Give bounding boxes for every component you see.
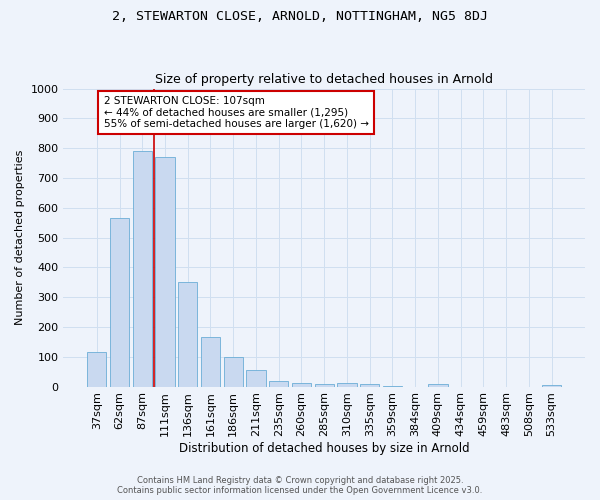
Text: 2 STEWARTON CLOSE: 107sqm
← 44% of detached houses are smaller (1,295)
55% of se: 2 STEWARTON CLOSE: 107sqm ← 44% of detac… <box>104 96 368 129</box>
Y-axis label: Number of detached properties: Number of detached properties <box>15 150 25 326</box>
Bar <box>314 384 334 386</box>
Text: Contains HM Land Registry data © Crown copyright and database right 2025.
Contai: Contains HM Land Registry data © Crown c… <box>118 476 482 495</box>
Text: 2, STEWARTON CLOSE, ARNOLD, NOTTINGHAM, NG5 8DJ: 2, STEWARTON CLOSE, ARNOLD, NOTTINGHAM, … <box>112 10 488 23</box>
Bar <box>360 384 379 386</box>
Bar <box>292 382 311 386</box>
Bar <box>133 151 152 386</box>
Bar <box>542 385 561 386</box>
Bar <box>247 370 266 386</box>
Bar <box>428 384 448 386</box>
Bar <box>337 384 356 386</box>
Bar <box>224 357 243 386</box>
Bar <box>110 218 129 386</box>
Bar <box>178 282 197 387</box>
Title: Size of property relative to detached houses in Arnold: Size of property relative to detached ho… <box>155 73 493 86</box>
Bar <box>201 338 220 386</box>
Bar <box>155 157 175 386</box>
Bar <box>87 352 106 386</box>
Bar <box>269 381 289 386</box>
X-axis label: Distribution of detached houses by size in Arnold: Distribution of detached houses by size … <box>179 442 470 455</box>
